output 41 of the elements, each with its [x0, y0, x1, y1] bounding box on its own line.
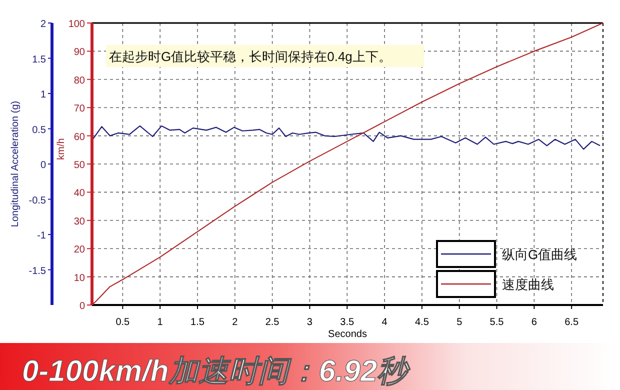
- x-tick-label: 3: [306, 317, 313, 328]
- y-tick-label: 0: [79, 301, 86, 312]
- y-tick-label: 40: [74, 188, 86, 200]
- legend-label: 速度曲线: [502, 277, 554, 292]
- x-tick-label: 4: [382, 317, 388, 328]
- x-tick-label: 5: [456, 317, 463, 328]
- line-series: [92, 125, 601, 150]
- x-tick-label: 4.5: [414, 317, 430, 328]
- y-tick-label: 60: [74, 132, 86, 143]
- x-tick-label: 2.5: [265, 317, 280, 328]
- x-tick-label: 1.5: [190, 317, 205, 328]
- x-tick-label: 5.5: [490, 317, 504, 328]
- x-tick-label: 6: [531, 317, 538, 328]
- x-tick-label: 0.5: [116, 317, 130, 328]
- y-tick-label: 50: [74, 160, 86, 171]
- y-tick-label: 80: [74, 75, 86, 86]
- y-axis-title: km/h: [56, 138, 67, 160]
- y2-tick-label: 0: [40, 160, 46, 171]
- y-tick-label: 20: [74, 244, 86, 256]
- x-tick-label: 3.5: [340, 317, 355, 328]
- y2-tick-label: 1.5: [32, 54, 46, 66]
- annotation: 在起步时G值比较平稳，长时间保持在0.4g上下。: [109, 49, 392, 64]
- y-tick-label: 30: [74, 216, 86, 228]
- y-tick-label: 10: [74, 272, 86, 284]
- y2-tick-label: 2: [40, 19, 46, 30]
- legend-label: 纵向G值曲线: [502, 247, 578, 262]
- y2-tick-label: -0.5: [28, 195, 46, 206]
- y-tick-label: 90: [74, 47, 86, 58]
- y-tick-label: 100: [68, 19, 86, 30]
- y2-tick-label: 0.5: [32, 124, 46, 136]
- y2-tick-label: -1.5: [28, 266, 46, 277]
- line-series: [91, 22, 604, 306]
- text: 0-100km/h加速时间：6.92秒: [22, 355, 412, 388]
- y2-tick-label: -1: [37, 230, 46, 242]
- x-tick-label: 6.5: [564, 317, 579, 328]
- x-tick-label: 2: [232, 317, 238, 328]
- y2-tick-label: 1: [40, 90, 46, 100]
- y2-axis-title: Longitudinal Acceleration (g): [10, 100, 21, 228]
- x-axis-title: Seconds: [328, 329, 367, 340]
- x-tick-label: 1: [157, 317, 164, 328]
- y-tick-label: 70: [74, 104, 86, 115]
